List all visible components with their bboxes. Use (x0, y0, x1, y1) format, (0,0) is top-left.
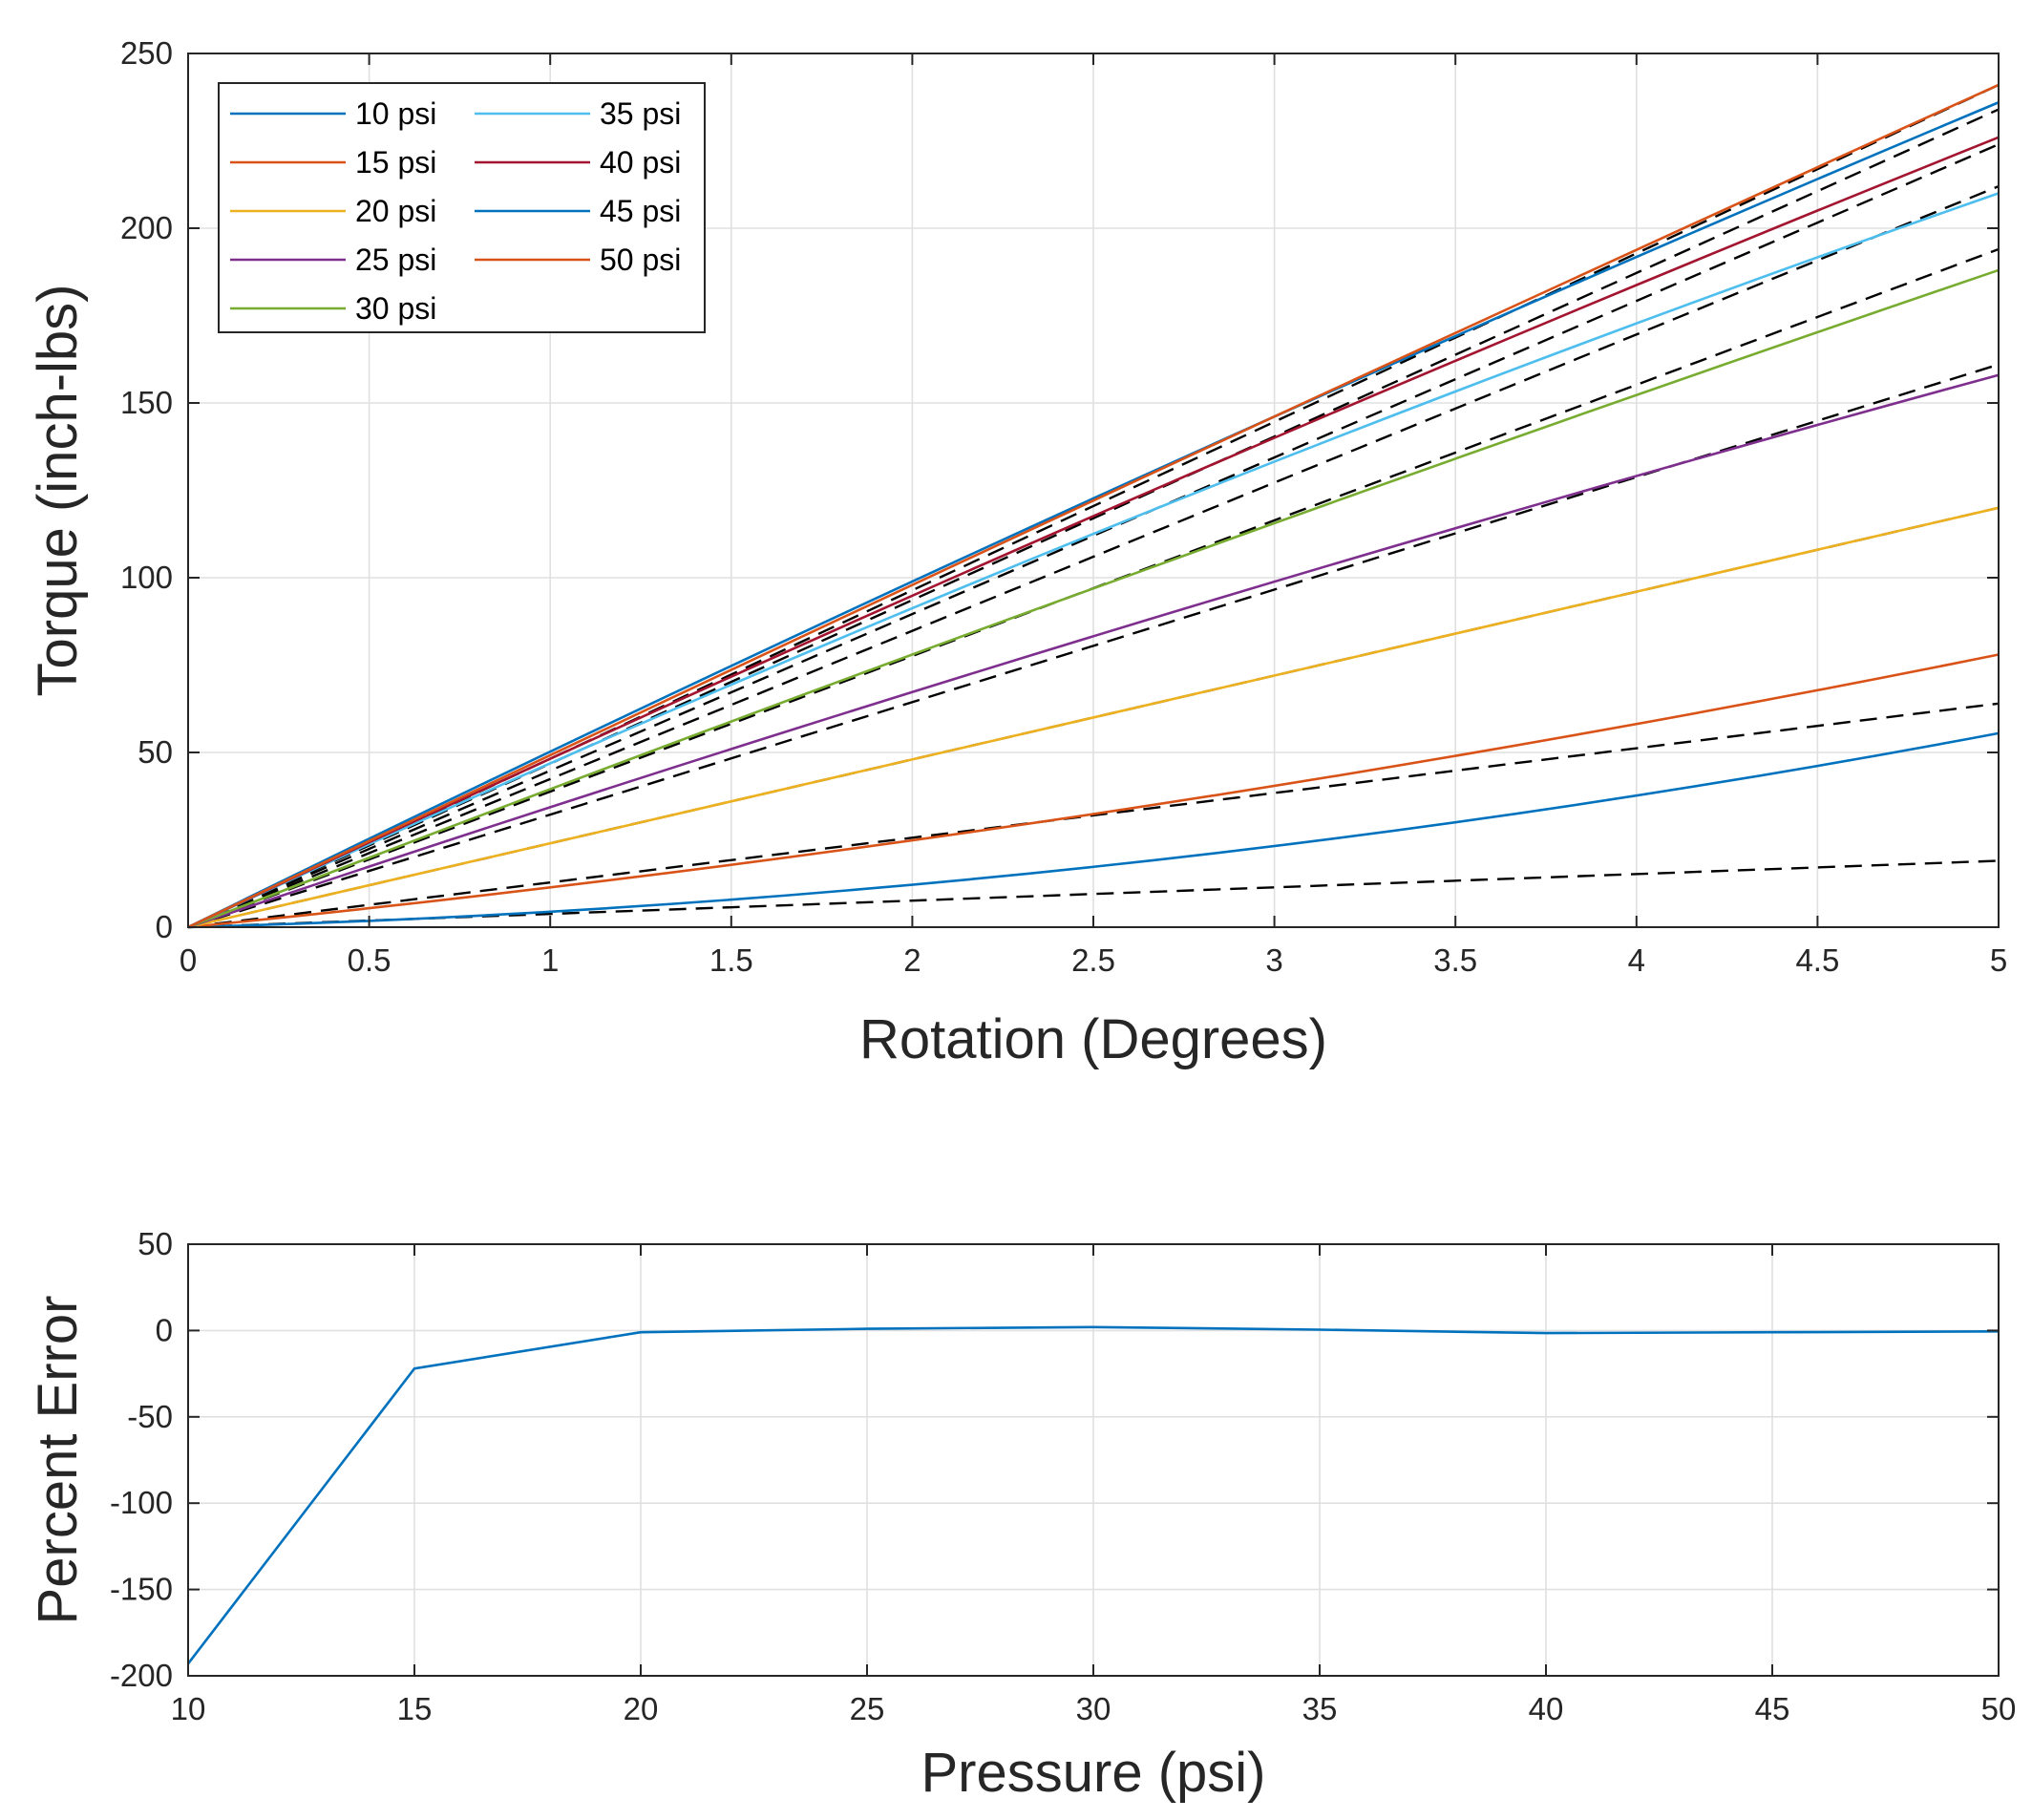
x-tick-label: 45 (1755, 1691, 1790, 1726)
y-tick-label: 50 (138, 1226, 173, 1261)
y-tick-label: -100 (110, 1485, 173, 1520)
x-tick-label: 0 (180, 942, 197, 978)
y-tick-label: 50 (138, 734, 173, 770)
error-x-axis-label: Pressure (psi) (921, 1742, 1266, 1804)
y-tick-label: 0 (156, 909, 173, 944)
x-tick-label: 1.5 (709, 942, 753, 978)
x-tick-label: 5 (1990, 942, 2007, 978)
legend-entry-label: 20 psi (355, 194, 436, 228)
y-tick-label: 250 (120, 35, 173, 71)
legend-entry-label: 30 psi (355, 291, 436, 326)
x-tick-label: 4 (1628, 942, 1645, 978)
x-tick-label: 10 (171, 1691, 206, 1726)
legend-entry-label: 25 psi (355, 243, 436, 277)
legend-entry-label: 45 psi (600, 194, 681, 228)
legend-entry-label: 35 psi (600, 96, 681, 131)
series-line-45-psi (187, 101, 2000, 929)
error-y-axis-label: Percent Error (27, 1296, 89, 1625)
x-tick-label: 30 (1076, 1691, 1111, 1726)
legend-entry-label: 10 psi (355, 96, 436, 131)
series-line-20-psi (187, 506, 2000, 929)
torque-x-axis-label: Rotation (Degrees) (859, 1008, 1327, 1070)
percent-error-line (186, 1325, 2000, 1665)
model-dashed-line (187, 702, 2000, 929)
y-tick-label: 0 (156, 1312, 173, 1347)
x-tick-label: 25 (850, 1691, 885, 1726)
legend-box (218, 82, 706, 333)
model-dashed-line (187, 143, 2000, 929)
x-tick-label: 3 (1265, 942, 1282, 978)
legend-entry-label: 40 psi (600, 145, 681, 180)
x-tick-label: 3.5 (1433, 942, 1477, 978)
legend-entry-label: 15 psi (355, 145, 436, 180)
y-tick-label: 100 (120, 560, 173, 595)
x-tick-label: 4.5 (1795, 942, 1839, 978)
legend: 10 psi 15 psi 20 psi 25 psi 30 psi 35 psi 40 p… (218, 82, 706, 333)
series-line-40-psi (187, 136, 2000, 929)
x-tick-label: 1 (541, 942, 559, 978)
y-tick-label: 150 (120, 385, 173, 420)
y-tick-label: -150 (110, 1572, 173, 1607)
y-tick-label: -50 (127, 1399, 173, 1434)
series-line-35-psi (187, 192, 2000, 929)
torque-series (187, 83, 2000, 929)
y-tick-label: 200 (120, 210, 173, 245)
x-tick-label: 35 (1302, 1691, 1338, 1726)
model-dashed-line (187, 184, 2000, 929)
error-grid (187, 1243, 2000, 1677)
series-line-25-psi (187, 373, 2000, 929)
x-tick-label: 15 (397, 1691, 433, 1726)
series-line-15-psi (187, 653, 2000, 929)
legend-entry-label: 50 psi (600, 243, 681, 277)
y-tick-label: -200 (110, 1658, 173, 1693)
error-chart: 10 15 20 25 30 35 40 45 50 -200 -150 -100 -50 0 50 Pre… (27, 1226, 2016, 1804)
x-tick-label: 50 (1981, 1691, 2017, 1726)
torque-y-axis-label: Torque (inch-lbs) (27, 285, 89, 697)
error-ticks: 10 15 20 25 30 35 40 45 50 -200 -150 -100 -50 0 50 (110, 1226, 2016, 1726)
x-tick-label: 20 (624, 1691, 659, 1726)
series-line-10-psi (187, 731, 2000, 929)
x-tick-label: 0.5 (348, 942, 392, 978)
error-series (186, 1325, 2000, 1665)
x-tick-label: 2.5 (1071, 942, 1115, 978)
x-tick-label: 40 (1529, 1691, 1564, 1726)
x-tick-label: 2 (903, 942, 921, 978)
series-line-30-psi (187, 268, 2000, 929)
series-line-50-psi (187, 83, 2000, 929)
